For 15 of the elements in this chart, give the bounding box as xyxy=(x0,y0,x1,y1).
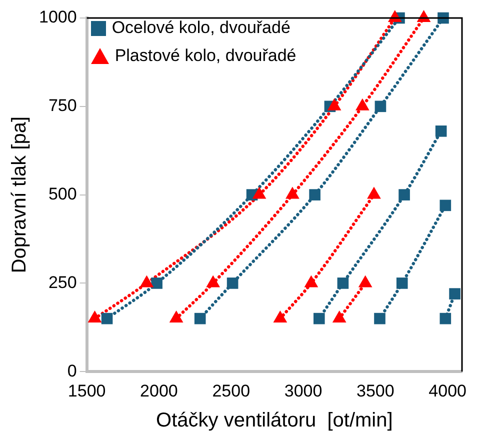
x-tick-label: 1500 xyxy=(68,381,106,400)
y-tick-label: 0 xyxy=(67,361,77,380)
y-tick-label: 750 xyxy=(48,96,77,116)
x-tick-label: 2500 xyxy=(212,381,250,400)
y-axis-title: Dopravní tlak [pa] xyxy=(8,116,31,274)
x-tick-label: 3000 xyxy=(284,381,322,400)
legend-label: Ocelové kolo, dvouřadé xyxy=(112,18,290,38)
x-axis-title: Otáčky ventilátoru [ot/min] xyxy=(156,410,393,432)
x-tick-label: 4000 xyxy=(428,381,466,400)
legend-label: Plastové kolo, dvouřadé xyxy=(114,46,296,66)
y-tick-label: 1000 xyxy=(38,8,77,27)
y-tick-label: 500 xyxy=(48,184,77,204)
y-tick-label: 250 xyxy=(48,272,77,292)
x-tick-label: 2000 xyxy=(140,381,178,400)
x-tick-label: 3500 xyxy=(356,381,394,400)
